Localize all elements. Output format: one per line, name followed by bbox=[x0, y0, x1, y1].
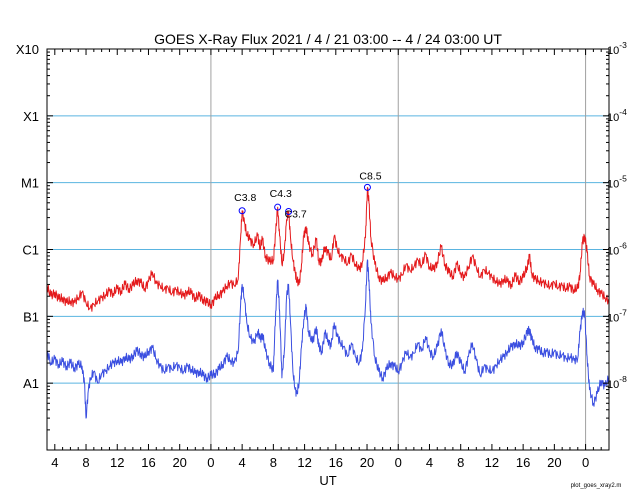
x-tick-label: 4 bbox=[426, 455, 433, 470]
flare-label: C8.5 bbox=[359, 170, 381, 182]
axis-ticks bbox=[46, 49, 610, 451]
x-tick-label: 0 bbox=[395, 455, 402, 470]
flare-marker bbox=[285, 208, 293, 216]
plot-credit: plot_goes_xray2.m bbox=[571, 483, 622, 489]
x-tick-label: 12 bbox=[297, 455, 311, 470]
right-tick-label: 10-8 bbox=[607, 374, 627, 391]
x-tick-label: 16 bbox=[141, 455, 155, 470]
series-lines bbox=[46, 186, 610, 419]
x-axis-label: UT bbox=[319, 473, 336, 488]
x-tick-label: 4 bbox=[51, 455, 58, 470]
chart-title: GOES X-Ray Flux 2021 / 4 / 21 03:00 -- 4… bbox=[154, 31, 502, 47]
x-tick-label: 20 bbox=[547, 455, 561, 470]
flare-marker bbox=[274, 203, 282, 211]
left-axis-labels: A1 B1 C1 M1 X1 X10 bbox=[16, 42, 39, 391]
x-tick-label: 16 bbox=[516, 455, 530, 470]
x-tick-label: 4 bbox=[239, 455, 246, 470]
series-line-1 bbox=[46, 259, 610, 419]
x-tick-label: 16 bbox=[329, 455, 343, 470]
right-tick-label: 10-6 bbox=[607, 241, 627, 258]
x-tick-label: 8 bbox=[270, 455, 277, 470]
right-axis-labels: 10-8 10-7 10-6 10-5 10-4 10-3 bbox=[607, 40, 627, 391]
x-tick-label: 8 bbox=[457, 455, 464, 470]
x-tick-label: 0 bbox=[582, 455, 589, 470]
x-tick-label: 0 bbox=[207, 455, 214, 470]
left-tick-label: M1 bbox=[21, 176, 39, 191]
left-tick-label: B1 bbox=[23, 309, 39, 324]
right-tick-label: 10-5 bbox=[607, 174, 627, 191]
left-tick-label: X1 bbox=[23, 109, 39, 124]
x-tick-label: 20 bbox=[360, 455, 374, 470]
x-axis-labels: 4 8 12 16 20 0 4 8 12 16 20 0 4 8 12 16 20 0 bbox=[51, 455, 589, 470]
flare-marker bbox=[363, 183, 371, 191]
flare-label: C4.3 bbox=[270, 188, 292, 200]
left-tick-label: A1 bbox=[23, 376, 39, 391]
x-tick-label: 12 bbox=[485, 455, 499, 470]
flare-label: C3.8 bbox=[234, 192, 256, 204]
x-tick-label: 20 bbox=[172, 455, 186, 470]
series-line-0 bbox=[46, 186, 610, 312]
flare-label: C3.7 bbox=[285, 209, 307, 221]
x-tick-label: 8 bbox=[82, 455, 89, 470]
flare-marker bbox=[238, 207, 246, 215]
right-tick-label: 10-7 bbox=[607, 307, 627, 324]
left-tick-label: C1 bbox=[22, 243, 39, 258]
right-tick-label: 10-4 bbox=[607, 107, 627, 124]
x-tick-label: 12 bbox=[110, 455, 124, 470]
right-tick-label: 10-3 bbox=[607, 40, 627, 57]
left-tick-label: X10 bbox=[16, 42, 39, 57]
flare-markers: C3.8 C4.3 C3.7 C8.5 bbox=[234, 170, 382, 220]
